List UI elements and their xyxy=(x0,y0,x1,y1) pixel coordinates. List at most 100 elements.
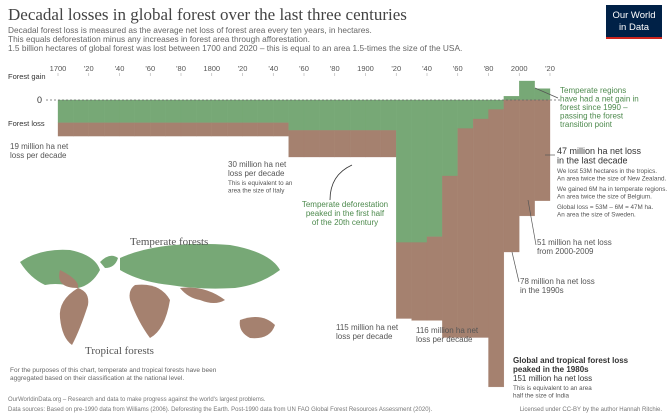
bar xyxy=(226,99,243,123)
arrow xyxy=(329,164,353,201)
bar xyxy=(411,242,428,321)
logo-bar xyxy=(606,37,662,39)
annotation: 51 million ha net loss xyxy=(537,238,612,247)
bar xyxy=(273,122,289,137)
bar xyxy=(303,130,320,158)
annotation-detail: This is equivalent to an area xyxy=(513,385,592,392)
annotation: Temperate regions xyxy=(560,86,626,95)
annotation: 151 million ha net loss xyxy=(513,374,592,383)
bar xyxy=(380,130,397,158)
annotation: 47 million ha net loss xyxy=(557,146,642,156)
logo xyxy=(606,5,662,39)
bar xyxy=(196,99,212,123)
annotation: loss per decade xyxy=(416,335,473,344)
bar xyxy=(442,99,458,177)
legend-label: Tropical forests xyxy=(85,345,154,357)
bar xyxy=(88,99,105,123)
annotation: Global and tropical forest loss xyxy=(513,356,629,365)
bar xyxy=(273,99,289,123)
bar xyxy=(211,99,228,123)
bar xyxy=(503,96,520,101)
logo-text: in Data xyxy=(619,22,650,33)
bar xyxy=(211,122,228,137)
bar xyxy=(165,122,182,137)
annotation: 78 million ha net loss xyxy=(520,277,595,286)
bar xyxy=(103,99,120,123)
bar xyxy=(303,99,320,131)
annotation: loss per decade xyxy=(228,169,285,178)
x-tick-label: '20 xyxy=(545,64,555,73)
bar xyxy=(134,122,151,137)
subtitle: 1.5 billion hectares of global forest wa… xyxy=(8,43,462,53)
bar xyxy=(488,109,505,388)
bar xyxy=(257,122,274,137)
bar xyxy=(196,122,212,137)
annotation-detail: Global loss = 53M – 6M = 47M ha. xyxy=(557,204,654,211)
bar xyxy=(534,99,551,201)
subtitle: This equals deforestation minus any incr… xyxy=(8,34,310,44)
x-tick-label: '80 xyxy=(330,64,340,73)
leader-line xyxy=(534,87,559,99)
footer-license: Licensed under CC-BY by the author Hanna… xyxy=(520,407,663,413)
bar xyxy=(426,99,443,237)
annotation-detail: An area twice the size of New Zealand. xyxy=(557,176,666,183)
bar xyxy=(472,118,489,338)
annotation-detail: half the size of India xyxy=(513,393,570,400)
annotation-detail: An area the size of Sweden. xyxy=(557,212,636,219)
bar xyxy=(365,99,382,131)
note: For the purposes of this chart, temperat… xyxy=(10,367,217,374)
bar xyxy=(380,99,397,131)
annotation: in the last decade xyxy=(557,156,628,166)
bar xyxy=(457,99,474,129)
bar xyxy=(226,122,243,137)
x-tick-label: '80 xyxy=(176,64,186,73)
bar xyxy=(288,130,305,158)
bar xyxy=(73,99,89,123)
chart-title: Decadal losses in global forest over the… xyxy=(8,5,407,24)
y-tick-label: 0 xyxy=(37,95,42,105)
annotation: Temperate deforestation xyxy=(302,200,388,209)
bar xyxy=(165,99,182,123)
bar xyxy=(396,99,412,243)
world-map xyxy=(20,243,280,345)
y-axis-label: Forest loss xyxy=(8,119,45,128)
bar xyxy=(119,122,136,137)
bar xyxy=(396,242,412,319)
bar xyxy=(57,122,74,137)
bar xyxy=(242,99,259,123)
leader-line xyxy=(511,251,520,283)
note: aggregated based on their classification… xyxy=(10,375,184,382)
bar xyxy=(119,99,136,123)
x-tick-label: '60 xyxy=(453,64,463,73)
annotation: peaked in the first half xyxy=(306,209,385,218)
annotation: have had a net gain in xyxy=(560,95,639,104)
bar xyxy=(257,99,274,123)
annotation-detail: An area twice the size of Belgium. xyxy=(557,194,652,201)
x-tick-label: '40 xyxy=(268,64,278,73)
bar xyxy=(503,99,520,253)
bar xyxy=(349,130,366,158)
bar xyxy=(519,80,535,101)
bar xyxy=(88,122,105,137)
legend-label: Temperate forests xyxy=(130,236,208,248)
annotation: passing the forest xyxy=(560,112,624,121)
annotation: 116 million ha net xyxy=(416,326,479,335)
bar xyxy=(180,122,197,137)
bar xyxy=(488,99,505,110)
bar xyxy=(288,99,305,131)
bar xyxy=(180,99,197,123)
annotation-detail: We gained 6M ha in temperate regions. xyxy=(557,186,667,193)
y-axis-label: Forest gain xyxy=(8,72,46,81)
x-tick-label: '80 xyxy=(484,64,494,73)
bar xyxy=(519,99,535,217)
annotation: of the 20th century xyxy=(312,218,378,227)
annotation: loss per decade xyxy=(10,151,67,160)
footer-source: Data sources: Based on pre-1990 data fro… xyxy=(8,407,433,413)
subtitle: Decadal forest loss is measured as the a… xyxy=(8,25,372,35)
annotation: from 2000-2009 xyxy=(537,247,594,256)
bar xyxy=(534,88,551,101)
x-tick-label: '40 xyxy=(422,64,432,73)
annotation: 115 million ha net xyxy=(336,323,399,332)
annotation: in the 1990s xyxy=(520,286,564,295)
